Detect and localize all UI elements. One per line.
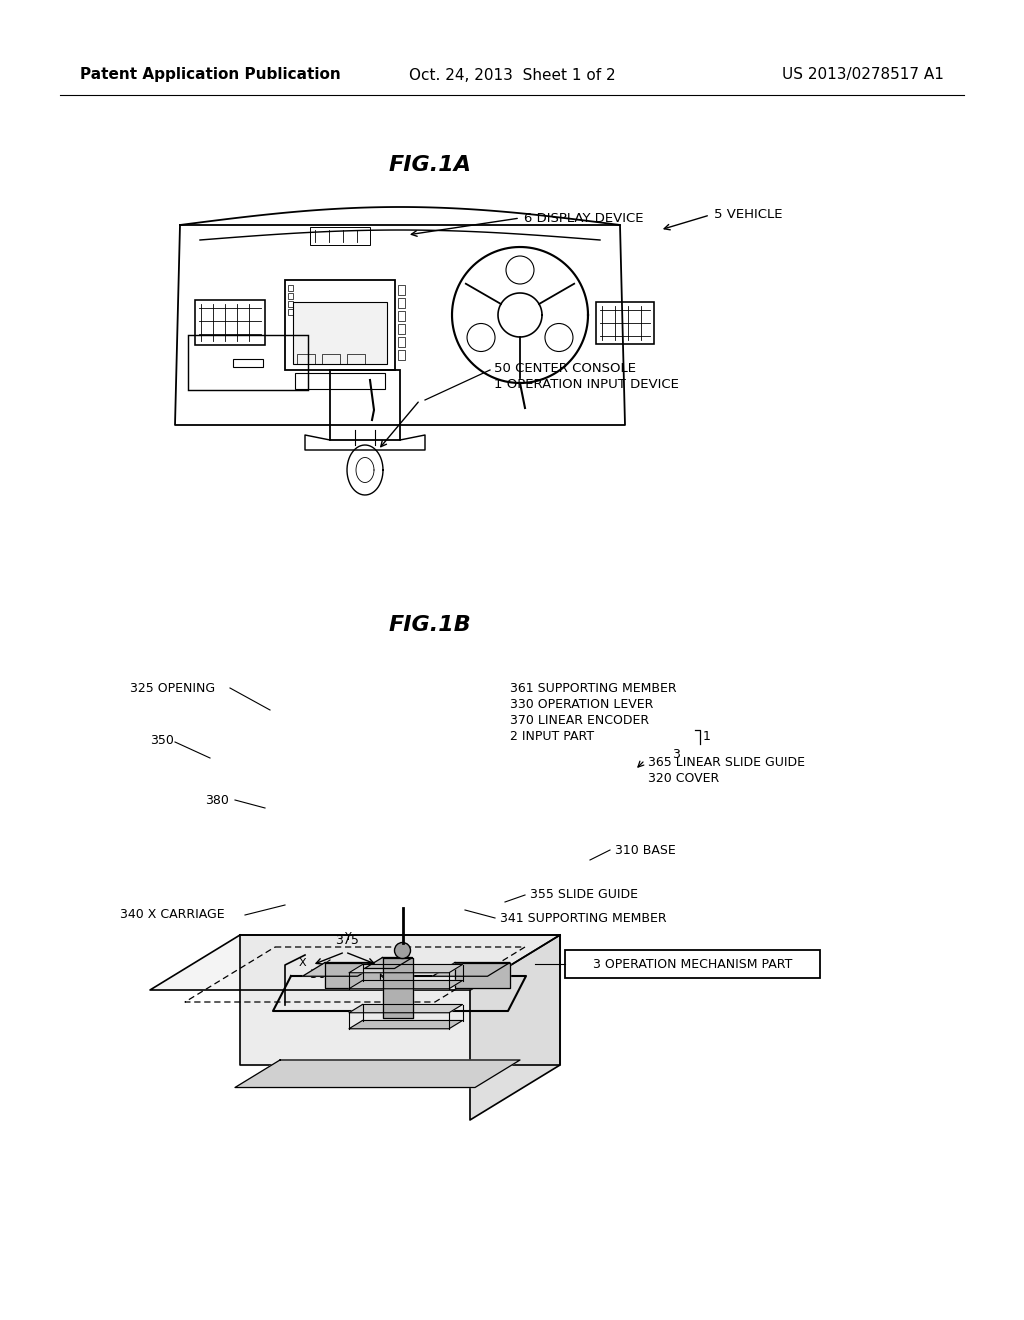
Bar <box>322 354 340 364</box>
Bar <box>310 227 370 246</box>
Polygon shape <box>432 962 510 977</box>
Bar <box>398 337 406 347</box>
Bar <box>295 374 385 389</box>
Text: FIG.1A: FIG.1A <box>388 154 471 176</box>
Bar <box>398 323 406 334</box>
Text: 320 COVER: 320 COVER <box>648 771 719 784</box>
Bar <box>347 354 365 364</box>
Text: 2 INPUT PART: 2 INPUT PART <box>510 730 594 743</box>
Bar <box>293 302 387 364</box>
Text: 310 BASE: 310 BASE <box>615 843 676 857</box>
Text: 3 OPERATION MECHANISM PART: 3 OPERATION MECHANISM PART <box>593 957 793 970</box>
Text: FIG.1B: FIG.1B <box>389 615 471 635</box>
Polygon shape <box>455 962 510 987</box>
Polygon shape <box>302 962 380 977</box>
Bar <box>330 370 400 440</box>
Polygon shape <box>349 1020 463 1028</box>
Circle shape <box>394 942 411 958</box>
Polygon shape <box>470 935 560 1119</box>
Bar <box>398 350 406 360</box>
Bar <box>233 359 263 367</box>
Polygon shape <box>325 962 380 987</box>
Polygon shape <box>383 957 413 1018</box>
Text: Patent Application Publication: Patent Application Publication <box>80 67 341 82</box>
Text: 330 OPERATION LEVER: 330 OPERATION LEVER <box>510 698 653 711</box>
Text: 370 LINEAR ENCODER: 370 LINEAR ENCODER <box>510 714 649 727</box>
Polygon shape <box>349 981 463 989</box>
Bar <box>565 950 820 978</box>
Text: 360 Y CARRIAGE: 360 Y CARRIAGE <box>310 969 414 982</box>
Text: 5 VEHICLE: 5 VEHICLE <box>714 209 782 222</box>
Bar <box>297 354 315 364</box>
Text: 361 SUPPORTING MEMBER: 361 SUPPORTING MEMBER <box>510 681 677 694</box>
Polygon shape <box>349 965 463 973</box>
Text: 341 SUPPORTING MEMBER: 341 SUPPORTING MEMBER <box>500 912 667 924</box>
Bar <box>188 335 308 389</box>
Bar <box>288 285 293 290</box>
Text: 365 LINEAR SLIDE GUIDE: 365 LINEAR SLIDE GUIDE <box>648 755 805 768</box>
Text: 6 DISPLAY DEVICE: 6 DISPLAY DEVICE <box>524 211 643 224</box>
Bar <box>596 302 654 345</box>
Text: US 2013/0278517 A1: US 2013/0278517 A1 <box>782 67 944 82</box>
Text: 340 X CARRIAGE: 340 X CARRIAGE <box>120 908 224 921</box>
Text: 350: 350 <box>150 734 174 747</box>
Polygon shape <box>349 1005 463 1012</box>
Text: 3: 3 <box>672 748 680 762</box>
Bar <box>288 293 293 300</box>
Bar <box>288 309 293 315</box>
Polygon shape <box>240 935 560 1065</box>
Polygon shape <box>365 957 413 969</box>
Text: 1: 1 <box>703 730 711 743</box>
Polygon shape <box>234 1060 520 1088</box>
Text: 1 OPERATION INPUT DEVICE: 1 OPERATION INPUT DEVICE <box>494 379 679 392</box>
Bar <box>195 300 265 345</box>
Text: 380: 380 <box>205 793 229 807</box>
Text: 355 SLIDE GUIDE: 355 SLIDE GUIDE <box>530 888 638 902</box>
Text: Oct. 24, 2013  Sheet 1 of 2: Oct. 24, 2013 Sheet 1 of 2 <box>409 67 615 82</box>
Bar <box>398 298 406 308</box>
Text: X: X <box>298 958 306 968</box>
Text: 50 CENTER CONSOLE: 50 CENTER CONSOLE <box>494 362 636 375</box>
Text: 325 OPENING: 325 OPENING <box>130 681 215 694</box>
Bar <box>285 280 395 370</box>
Bar <box>288 301 293 308</box>
Bar <box>398 312 406 321</box>
Polygon shape <box>150 935 560 990</box>
Text: Y: Y <box>345 932 351 942</box>
Text: 375: 375 <box>335 933 358 946</box>
Bar <box>398 285 406 294</box>
